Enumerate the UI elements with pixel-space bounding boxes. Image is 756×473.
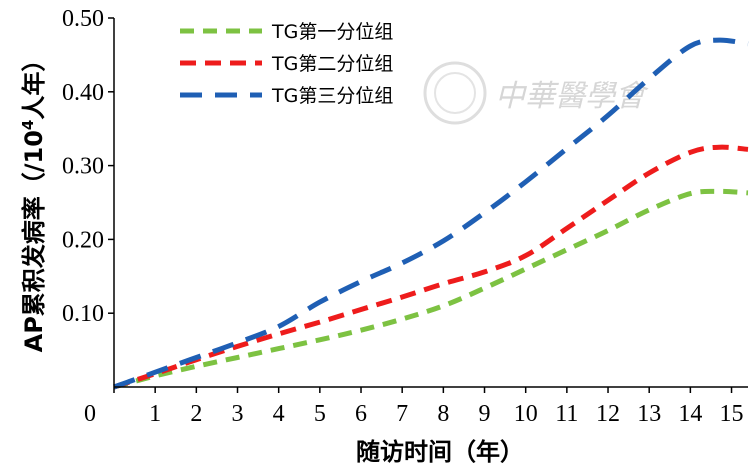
x-tick-label: 11 bbox=[555, 401, 578, 427]
legend-label-3: TG第三分位组 bbox=[271, 85, 393, 107]
watermark-seal-icon bbox=[423, 61, 487, 125]
x-axis-title: 随访时间（年） bbox=[356, 438, 524, 466]
legend: TG第一分位组 TG第二分位组 TG第三分位组 bbox=[180, 21, 393, 107]
watermark-seal-inner-icon bbox=[434, 72, 476, 114]
x-tick-label: 8 bbox=[437, 401, 449, 427]
x-tick-label: 3 bbox=[232, 401, 244, 427]
y-tick-label: 0.40 bbox=[62, 80, 104, 106]
x-tick-label: 0 bbox=[84, 401, 96, 427]
y-axis-title-prefix: AP累积发病率（/10 bbox=[20, 130, 48, 352]
watermark-text: 中華醫學會 bbox=[495, 79, 649, 114]
series-line-3 bbox=[113, 37, 749, 390]
x-tick-label: 6 bbox=[355, 401, 367, 427]
y-tick-label: 0.50 bbox=[62, 6, 104, 32]
y-axis-title-suffix: 人年） bbox=[20, 48, 48, 120]
series-lines bbox=[113, 37, 749, 390]
x-tick-label: 9 bbox=[479, 401, 491, 427]
legend-label-2: TG第二分位组 bbox=[271, 53, 393, 75]
series-line-2 bbox=[113, 144, 749, 390]
y-axis-title: AP累积发病率（/104人年） bbox=[19, 48, 48, 353]
x-tick-label: 13 bbox=[637, 401, 661, 427]
legend-label-1: TG第一分位组 bbox=[271, 21, 393, 43]
x-tick-label: 2 bbox=[190, 401, 202, 427]
x-tick-label: 1 bbox=[149, 401, 161, 427]
x-tick-label: 10 bbox=[514, 401, 538, 427]
x-tick-label: 5 bbox=[314, 401, 326, 427]
x-axis-ticks: 0 1 2 3 4 5 6 7 8 9 10 11 12 13 14 15 bbox=[84, 387, 744, 427]
x-tick-label: 15 bbox=[720, 401, 744, 427]
y-tick-label: 0.10 bbox=[62, 301, 104, 327]
watermark: 中華醫學會 bbox=[423, 61, 649, 125]
series-line-1 bbox=[113, 188, 749, 390]
x-tick-label: 7 bbox=[396, 401, 408, 427]
y-axis-ticks: 0.10 0.20 0.30 0.40 0.50 bbox=[62, 6, 114, 327]
y-tick-label: 0.20 bbox=[62, 227, 104, 253]
x-tick-label: 4 bbox=[273, 401, 285, 427]
y-axis-title-sup: 4 bbox=[19, 120, 37, 130]
x-tick-label: 14 bbox=[678, 401, 702, 427]
y-tick-label: 0.30 bbox=[62, 154, 104, 180]
x-tick-label: 12 bbox=[596, 401, 620, 427]
